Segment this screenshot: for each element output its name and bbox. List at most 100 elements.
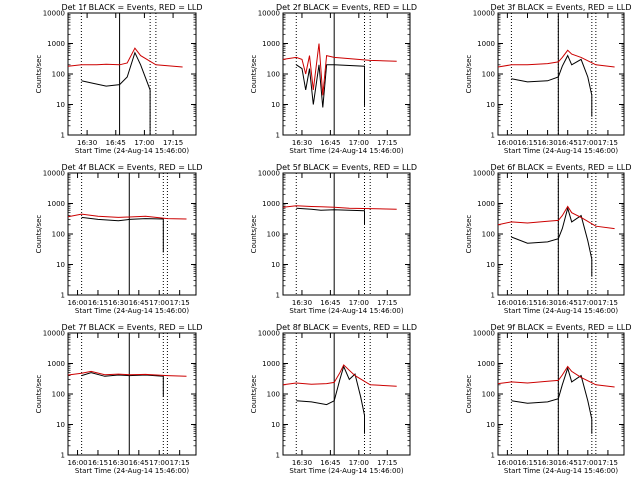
lld-series-line [498, 365, 615, 388]
y-tick-label: 10 [486, 101, 495, 109]
chart-title: Det 5f BLACK = Events, RED = LLD [276, 163, 417, 172]
x-tick-label: 16:00 [497, 139, 517, 147]
y-tick-label: 10000 [43, 330, 65, 338]
x-axis-label: Start Time (24-Aug-14 15:46:00) [75, 147, 189, 155]
plot-frame [282, 12, 411, 136]
plot-frame [67, 12, 197, 136]
panel-det-3f: Det 3f BLACK = Events, RED = LLD 1 10 100 10… [465, 3, 632, 155]
y-tick-label: 1 [276, 292, 280, 300]
lld-series-line [283, 205, 397, 210]
events-series-line [296, 207, 365, 225]
y-tick-label: 1000 [47, 40, 65, 48]
x-tick-label: 16:45 [129, 459, 149, 467]
lld-series-line [68, 213, 187, 220]
y-tick-label: 1000 [477, 360, 495, 368]
x-tick-label: 16:45 [320, 459, 340, 467]
y-tick-label: 100 [482, 391, 495, 399]
panel-det-1f: Det 1f BLACK = Events, RED = LLD 1 10 100 10… [35, 3, 203, 155]
chart-title: Det 3f BLACK = Events, RED = LLD [490, 3, 631, 12]
events-series-line [296, 365, 365, 434]
y-tick-label: 1 [491, 132, 495, 140]
x-tick-label: 17:00 [349, 139, 369, 147]
lld-series-line [283, 364, 397, 387]
chart-title: Det 7f BLACK = Events, RED = LLD [61, 323, 202, 332]
x-axis-label: Start Time (24-Aug-14 15:46:00) [289, 147, 403, 155]
x-tick-label: 16:45 [558, 299, 578, 307]
lld-series-line [498, 49, 615, 68]
y-tick-label: 10000 [258, 10, 280, 18]
y-tick-label: 10000 [473, 170, 495, 178]
x-tick-label: 16:00 [67, 299, 87, 307]
x-tick-label: 17:00 [149, 299, 169, 307]
x-axis-label: Start Time (24-Aug-14 15:46:00) [75, 467, 189, 475]
y-axis-label: Counts/sec [465, 215, 473, 254]
y-tick-label: 10000 [473, 10, 495, 18]
y-axis-label: Counts/sec [465, 375, 473, 414]
events-series-line [81, 51, 151, 135]
x-tick-label: 16:30 [77, 139, 97, 147]
lld-series-line [68, 370, 187, 377]
x-tick-label: 16:30 [292, 299, 312, 307]
y-tick-label: 1000 [477, 40, 495, 48]
chart-title: Det 6f BLACK = Events, RED = LLD [490, 163, 631, 172]
panel-det-4f: Det 4f BLACK = Events, RED = LLD 1 10 100 10… [35, 163, 203, 315]
plot-frame [67, 172, 197, 296]
y-tick-label: 10 [56, 261, 65, 269]
y-tick-label: 1000 [262, 200, 280, 208]
lld-series-line [283, 43, 397, 96]
x-tick-label: 16:15 [517, 299, 537, 307]
events-series-line [511, 366, 593, 434]
y-tick-label: 1 [491, 452, 495, 460]
x-tick-label: 16:00 [497, 299, 517, 307]
y-axis-label: Counts/sec [35, 375, 43, 414]
events-series-line [296, 64, 365, 108]
panel-det-9f: Det 9f BLACK = Events, RED = LLD 1 10 100 10… [465, 323, 632, 475]
y-tick-label: 1000 [47, 360, 65, 368]
y-tick-label: 1 [276, 132, 280, 140]
plot-frame [282, 172, 411, 296]
plot-frame [497, 332, 625, 456]
x-axis-label: Start Time (24-Aug-14 15:46:00) [504, 147, 618, 155]
x-tick-label: 17:00 [578, 299, 598, 307]
x-tick-label: 16:45 [320, 139, 340, 147]
y-tick-label: 10 [486, 261, 495, 269]
x-tick-label: 17:00 [349, 459, 369, 467]
y-tick-label: 10 [56, 421, 65, 429]
x-tick-label: 17:15 [377, 139, 397, 147]
y-tick-label: 100 [52, 391, 65, 399]
x-tick-label: 16:45 [558, 139, 578, 147]
x-tick-label: 16:30 [292, 459, 312, 467]
x-tick-label: 17:00 [134, 139, 154, 147]
x-tick-label: 16:15 [517, 139, 537, 147]
x-tick-label: 17:00 [578, 459, 598, 467]
x-tick-label: 17:15 [170, 299, 190, 307]
chart-title: Det 8f BLACK = Events, RED = LLD [276, 323, 417, 332]
lld-series-line [68, 47, 183, 68]
plot-frame [282, 332, 411, 456]
x-tick-label: 16:30 [292, 139, 312, 147]
x-tick-label: 17:15 [377, 299, 397, 307]
y-tick-label: 10 [56, 101, 65, 109]
events-series-line [511, 54, 593, 117]
panel-det-7f: Det 7f BLACK = Events, RED = LLD 1 10 100 10… [35, 323, 203, 475]
panel-det-5f: Det 5f BLACK = Events, RED = LLD 1 10 100 10… [250, 163, 417, 315]
plot-frame [497, 172, 625, 296]
y-tick-label: 1000 [262, 360, 280, 368]
y-tick-label: 10000 [258, 330, 280, 338]
y-tick-label: 100 [52, 231, 65, 239]
panel-det-8f: Det 8f BLACK = Events, RED = LLD 1 10 100 10… [250, 323, 417, 475]
x-tick-label: 16:30 [538, 459, 558, 467]
x-tick-label: 17:00 [149, 459, 169, 467]
y-tick-label: 1000 [47, 200, 65, 208]
plot-frame [67, 332, 197, 456]
chart-title: Det 9f BLACK = Events, RED = LLD [490, 323, 631, 332]
y-axis-label: Counts/sec [250, 375, 258, 414]
events-series-line [81, 216, 164, 253]
y-axis-label: Counts/sec [465, 55, 473, 94]
x-axis-label: Start Time (24-Aug-14 15:46:00) [289, 467, 403, 475]
y-tick-label: 100 [267, 71, 280, 79]
x-tick-label: 17:15 [598, 139, 618, 147]
chart-title: Det 2f BLACK = Events, RED = LLD [276, 3, 417, 12]
y-tick-label: 100 [267, 231, 280, 239]
